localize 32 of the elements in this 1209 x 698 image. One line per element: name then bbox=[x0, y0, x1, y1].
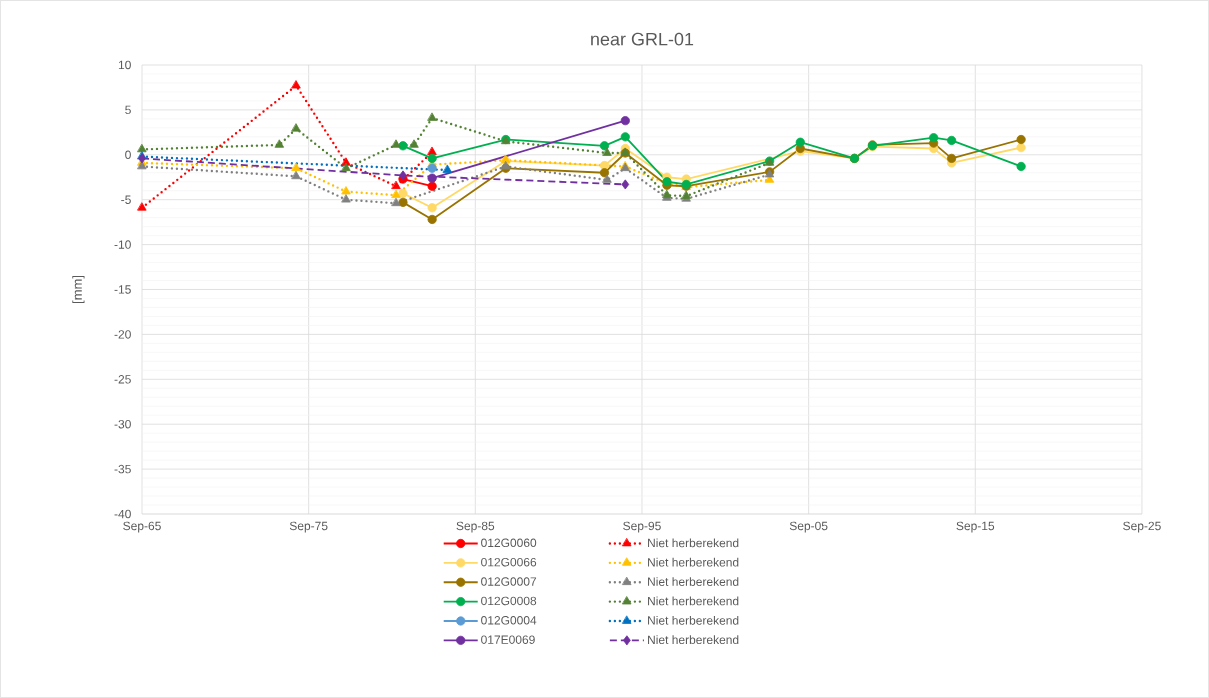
y-tick-label: -30 bbox=[114, 419, 131, 429]
y-tick-label: 0 bbox=[125, 150, 131, 160]
y-tick-label: -15 bbox=[114, 285, 131, 294]
legend-label: 017E0069 bbox=[481, 635, 535, 644]
y-axis-title: [mm] bbox=[72, 275, 85, 304]
chart-title: near GRL-01 bbox=[591, 32, 694, 46]
y-tick-label: -40 bbox=[114, 509, 131, 519]
x-tick-label: Sep-05 bbox=[789, 521, 828, 533]
x-tick-label: Sep-15 bbox=[956, 521, 995, 533]
legend-label: 012G0066 bbox=[481, 557, 537, 567]
y-tick-label: -10 bbox=[114, 240, 131, 249]
y-tick-label: -20 bbox=[114, 330, 131, 339]
legend-label: Niet herberekend bbox=[648, 596, 739, 606]
legend-label: Niet herberekend bbox=[648, 538, 739, 548]
legend-label: 012G0007 bbox=[481, 577, 537, 586]
x-tick-label: Sep-85 bbox=[456, 521, 495, 533]
y-tick-label: -25 bbox=[114, 375, 131, 384]
x-tick-label: Sep-95 bbox=[623, 521, 661, 533]
x-tick-label: Sep-75 bbox=[289, 521, 328, 533]
y-tick-label: 5 bbox=[125, 105, 131, 115]
x-tick-label: Sep-25 bbox=[1123, 521, 1161, 533]
legend-label: Niet herberekend bbox=[648, 635, 739, 645]
legend-label: 012G0060 bbox=[481, 538, 537, 548]
y-tick-label: -35 bbox=[114, 464, 131, 474]
x-tick-label: Sep-65 bbox=[123, 521, 161, 533]
legend-label: Niet herberekend bbox=[648, 577, 739, 586]
legend-label: 012G0008 bbox=[481, 596, 537, 606]
y-tick-label: -5 bbox=[121, 195, 131, 204]
legend-label: 012G0004 bbox=[481, 616, 537, 625]
legend-label: Niet herberekend bbox=[648, 557, 739, 567]
y-tick-label: 10 bbox=[118, 60, 131, 70]
legend-label: Niet herberekend bbox=[648, 615, 739, 625]
